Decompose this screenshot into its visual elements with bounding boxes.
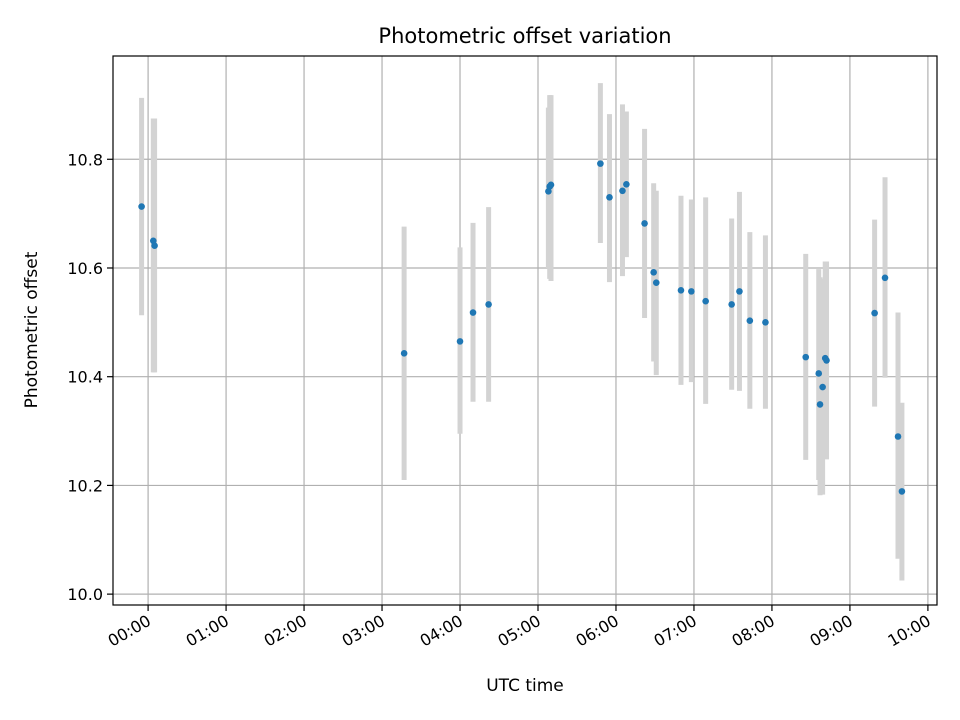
data-point xyxy=(469,309,477,316)
data-point xyxy=(623,180,630,188)
data-point xyxy=(802,353,810,361)
data-point xyxy=(485,301,492,308)
data-point xyxy=(736,288,743,295)
y-tick-label: 10.4 xyxy=(67,368,103,387)
data-point xyxy=(652,279,660,286)
y-tick-label: 10.0 xyxy=(67,585,103,604)
data-point xyxy=(688,288,695,295)
data-point xyxy=(606,194,613,201)
data-point xyxy=(677,286,685,294)
x-axis-label: UTC time xyxy=(486,676,564,696)
plot-frame xyxy=(112,55,938,606)
data-point xyxy=(456,338,464,345)
data-point xyxy=(762,319,769,326)
data-point xyxy=(881,274,889,282)
chart-title: Photometric offset variation xyxy=(378,24,671,48)
data-points xyxy=(138,160,906,495)
data-point xyxy=(138,203,145,210)
y-axis-label: Photometric offset xyxy=(22,251,42,408)
data-point xyxy=(641,220,648,227)
data-point xyxy=(619,187,626,195)
data-point xyxy=(819,383,826,391)
data-point xyxy=(816,401,824,408)
data-point xyxy=(746,317,754,325)
data-point xyxy=(547,181,555,189)
data-point xyxy=(871,309,878,317)
data-point xyxy=(702,297,709,305)
data-point xyxy=(400,350,408,357)
data-point xyxy=(823,357,830,364)
data-point xyxy=(151,242,158,250)
y-tick-label: 10.2 xyxy=(67,476,103,495)
data-point xyxy=(894,433,902,440)
data-point xyxy=(898,488,906,495)
y-tick-label: 10.8 xyxy=(67,150,103,169)
data-point xyxy=(650,269,657,276)
data-point xyxy=(815,370,823,377)
grid-lines xyxy=(113,56,937,605)
y-tick-label: 10.6 xyxy=(67,259,103,278)
data-point xyxy=(728,301,735,308)
data-point xyxy=(597,160,604,167)
